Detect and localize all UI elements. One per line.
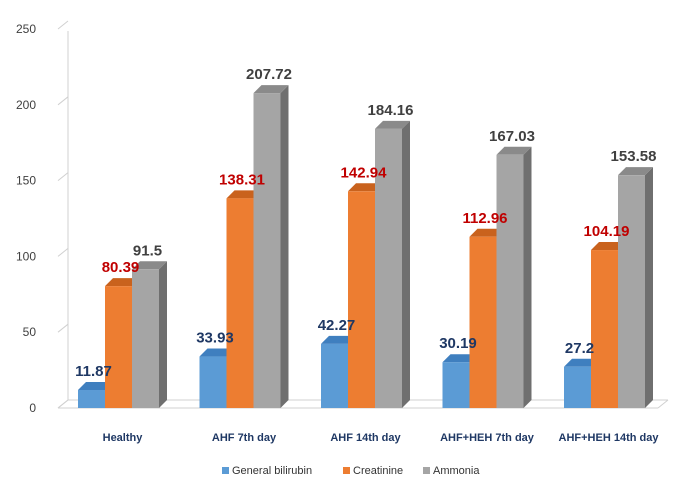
data-label: 30.19 bbox=[439, 335, 477, 352]
category-labels: Healthy AHF 7th day AHF 14th day AHF+HEH 7t… bbox=[103, 432, 660, 444]
bar bbox=[226, 198, 254, 408]
bar-side bbox=[159, 261, 167, 408]
data-label: 91.5 bbox=[133, 242, 162, 259]
bar-side bbox=[402, 120, 410, 408]
legend-swatch bbox=[222, 467, 229, 474]
bar-side bbox=[280, 85, 289, 408]
bar-top bbox=[591, 242, 626, 251]
data-label: 11.87 bbox=[75, 363, 112, 380]
bar bbox=[321, 343, 348, 408]
y-tick-label: 0 bbox=[29, 401, 36, 415]
legend-label: Ammonia bbox=[433, 465, 480, 477]
y-tick-mark bbox=[57, 96, 69, 106]
data-label: 138.31 bbox=[219, 171, 265, 188]
y-tick-mark bbox=[57, 399, 69, 409]
data-label: 104.19 bbox=[584, 223, 630, 240]
category-label: Healthy bbox=[103, 432, 144, 444]
bar-top bbox=[564, 358, 599, 367]
bar-top bbox=[253, 85, 289, 94]
bar-top bbox=[348, 183, 383, 192]
bar bbox=[253, 93, 281, 408]
y-tick-mark bbox=[57, 248, 69, 257]
y-tick-mark bbox=[57, 20, 69, 30]
bar-side bbox=[523, 146, 532, 408]
bar-top bbox=[375, 120, 410, 129]
data-label: 112.96 bbox=[462, 210, 507, 227]
y-tick-label: 100 bbox=[16, 249, 36, 263]
data-label: 27.2 bbox=[565, 340, 594, 357]
data-label: 153.58 bbox=[611, 148, 657, 165]
bar bbox=[442, 362, 470, 408]
bar bbox=[591, 250, 618, 408]
bar bbox=[496, 154, 524, 408]
legend: General bilirubin Creatinine Ammonia bbox=[222, 465, 480, 477]
bar-side bbox=[645, 167, 653, 408]
bar bbox=[105, 286, 132, 408]
y-tick-mark bbox=[57, 323, 69, 333]
data-label: 33.93 bbox=[196, 330, 234, 347]
bar bbox=[375, 128, 402, 408]
bar bbox=[564, 366, 591, 408]
legend-label: Creatinine bbox=[353, 465, 403, 477]
bar-top bbox=[132, 261, 167, 270]
y-tick-label: 150 bbox=[16, 174, 36, 188]
y-tick-mark bbox=[57, 172, 69, 181]
data-label: 167.03 bbox=[489, 128, 535, 145]
legend-label: General bilirubin bbox=[232, 465, 312, 477]
chart-bars bbox=[78, 85, 653, 408]
bar-top bbox=[321, 335, 356, 344]
bar bbox=[132, 269, 159, 408]
data-label: 80.39 bbox=[102, 259, 140, 276]
bar-top bbox=[78, 382, 113, 391]
bar-top bbox=[226, 190, 262, 199]
y-tick-label: 250 bbox=[16, 22, 36, 36]
legend-swatch bbox=[343, 467, 350, 474]
category-label: AHF+HEH 14th day bbox=[559, 432, 660, 444]
category-label: AHF 7th day bbox=[212, 432, 277, 444]
bar-top bbox=[496, 146, 532, 155]
bar bbox=[348, 191, 375, 408]
category-label: AHF+HEH 7th day bbox=[440, 432, 535, 444]
bar bbox=[199, 356, 227, 408]
bar bbox=[469, 236, 497, 408]
floor-edge-right bbox=[657, 399, 669, 409]
data-label: 207.72 bbox=[246, 66, 292, 83]
y-tick-label: 50 bbox=[23, 325, 37, 339]
bar-top bbox=[618, 167, 653, 176]
category-label: AHF 14th day bbox=[330, 432, 401, 444]
bar-top bbox=[105, 278, 140, 287]
data-label: 142.94 bbox=[341, 164, 388, 181]
bar bbox=[618, 175, 645, 408]
bar-top bbox=[442, 354, 478, 363]
bar-top bbox=[199, 348, 235, 357]
legend-swatch bbox=[423, 467, 430, 474]
bar bbox=[78, 390, 105, 408]
y-tick-label: 200 bbox=[16, 98, 36, 112]
bar-top bbox=[469, 228, 505, 237]
data-label: 184.16 bbox=[368, 102, 414, 119]
data-label: 42.27 bbox=[318, 317, 356, 334]
